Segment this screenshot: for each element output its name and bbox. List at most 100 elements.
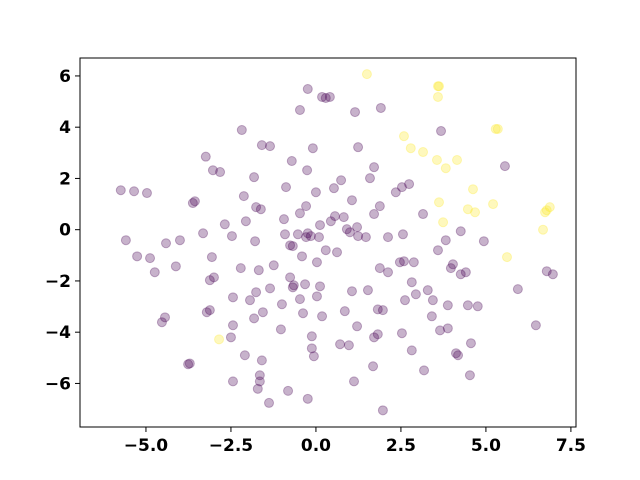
point: [346, 286, 357, 297]
point: [369, 332, 380, 343]
point: [512, 284, 523, 295]
point: [238, 191, 249, 202]
point: [249, 172, 260, 183]
point: [285, 240, 296, 251]
point: [383, 232, 394, 243]
point: [227, 292, 238, 303]
point: [472, 301, 483, 312]
point: [499, 161, 510, 172]
point: [279, 229, 290, 240]
point: [400, 295, 411, 306]
point: [544, 202, 555, 213]
point: [320, 245, 331, 256]
point: [225, 332, 236, 343]
point: [501, 252, 512, 263]
point: [201, 307, 212, 318]
point: [383, 267, 394, 278]
point: [315, 220, 326, 231]
point: [298, 308, 309, 319]
point: [264, 397, 275, 408]
point: [433, 197, 444, 208]
point: [462, 300, 473, 311]
point: [352, 321, 363, 332]
point: [256, 140, 267, 151]
point: [464, 370, 475, 381]
point: [132, 251, 143, 262]
point: [390, 187, 401, 198]
point: [276, 299, 287, 310]
point: [418, 147, 429, 158]
point: [265, 141, 276, 152]
point: [227, 320, 238, 331]
point: [360, 232, 371, 243]
point: [115, 185, 126, 196]
point: [236, 125, 247, 136]
point: [541, 205, 552, 216]
point: [336, 175, 347, 186]
point: [408, 257, 419, 268]
point: [302, 393, 313, 404]
point: [447, 259, 458, 270]
point: [435, 325, 446, 336]
point: [308, 351, 319, 362]
point: [254, 370, 265, 381]
point: [183, 359, 194, 370]
point: [453, 350, 464, 361]
point: [398, 256, 409, 267]
point: [249, 313, 260, 324]
y-tick-label: 2: [59, 169, 71, 189]
point: [436, 126, 447, 137]
point: [374, 201, 385, 212]
point: [206, 252, 217, 263]
point: [455, 269, 466, 280]
point: [368, 361, 379, 372]
point: [350, 107, 361, 118]
point: [207, 165, 218, 176]
point: [426, 311, 437, 322]
point: [265, 283, 276, 294]
point: [377, 405, 388, 416]
x-tick-label: 2.5: [386, 436, 416, 456]
point: [306, 343, 317, 354]
point: [488, 199, 499, 210]
point: [538, 224, 549, 235]
point: [240, 216, 251, 227]
point: [286, 156, 297, 167]
point: [427, 295, 438, 306]
point: [353, 231, 364, 242]
point: [353, 142, 364, 153]
point: [226, 231, 237, 242]
point: [227, 376, 238, 387]
point: [432, 81, 443, 92]
y-tick-label: −2: [45, 272, 71, 292]
point: [418, 209, 429, 220]
point: [530, 320, 541, 331]
point: [344, 227, 355, 238]
point: [372, 304, 383, 315]
point: [219, 219, 230, 230]
point: [478, 236, 489, 247]
point: [311, 291, 322, 302]
point: [252, 383, 263, 394]
point: [335, 339, 346, 350]
point: [285, 272, 296, 283]
point: [278, 214, 289, 225]
point: [156, 317, 167, 328]
y-tick-label: −4: [45, 323, 71, 343]
point: [325, 216, 336, 227]
point: [372, 329, 383, 340]
point: [338, 212, 349, 223]
y-tick-label: −6: [45, 374, 71, 394]
y-tick-label: 4: [59, 118, 71, 138]
point: [257, 307, 268, 318]
point: [315, 281, 326, 292]
point: [406, 277, 417, 288]
point: [405, 143, 416, 154]
point: [317, 311, 328, 322]
point: [450, 348, 461, 359]
point: [256, 355, 267, 366]
point: [250, 236, 261, 247]
point: [187, 198, 198, 209]
point: [324, 91, 335, 102]
point: [329, 211, 340, 222]
